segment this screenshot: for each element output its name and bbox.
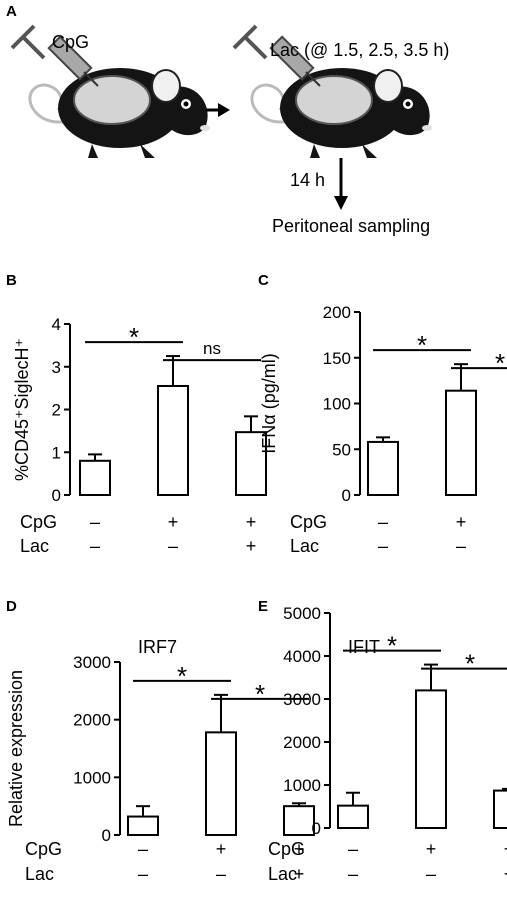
syringe-icon-2 xyxy=(232,24,321,87)
mouse-illustration-1 xyxy=(28,68,210,158)
bar-b xyxy=(79,459,111,496)
step2-label: Lac (@ 1.5, 2.5, 3.5 h) xyxy=(270,40,449,60)
y-axis-label-c: IFNα (pg/ml) xyxy=(259,353,279,453)
step1-label: CpG xyxy=(52,32,89,52)
condition-mark-b: + xyxy=(246,536,257,556)
condition-mark-c: – xyxy=(378,536,388,556)
arrow-down-icon xyxy=(334,158,348,210)
condition-mark-b: + xyxy=(246,512,257,532)
y-tick-label-d: 0 xyxy=(102,826,111,845)
condition-mark-e: + xyxy=(504,864,507,884)
condition-mark-d: – xyxy=(138,839,148,859)
y-tick-label-c: 50 xyxy=(332,440,351,459)
y-tick-label-b: 0 xyxy=(52,486,61,505)
y-tick-label-e: 2000 xyxy=(283,733,321,752)
endpoint-label: Peritoneal sampling xyxy=(272,216,430,236)
condition-mark-c: + xyxy=(456,512,467,532)
condition-mark-e: – xyxy=(348,839,358,859)
condition-mark-c: – xyxy=(456,536,466,556)
mouse-illustration-2 xyxy=(250,68,432,158)
panel-letter-e: E xyxy=(258,598,268,615)
bar-d xyxy=(205,731,237,836)
panel-letter-b: B xyxy=(6,272,17,289)
y-tick-label-d: 2000 xyxy=(73,711,111,730)
condition-label-d: CpG xyxy=(25,839,62,859)
condition-mark-b: – xyxy=(168,536,178,556)
time-label: 14 h xyxy=(290,170,325,190)
condition-mark-e: – xyxy=(348,864,358,884)
bar-e xyxy=(493,789,507,830)
bar-e xyxy=(415,689,447,830)
bar-c xyxy=(445,389,477,496)
condition-label-c: Lac xyxy=(290,536,319,556)
condition-mark-b: – xyxy=(90,536,100,556)
condition-mark-b: – xyxy=(90,512,100,532)
panel-title-e: IFIT xyxy=(348,637,380,657)
panel-title-d: IRF7 xyxy=(138,637,177,657)
y-tick-label-c: 100 xyxy=(323,395,351,414)
y-tick-label-d: 3000 xyxy=(73,653,111,672)
condition-mark-e: + xyxy=(426,839,437,859)
y-tick-label-e: 5000 xyxy=(283,604,321,623)
y-tick-label-c: 150 xyxy=(323,349,351,368)
significance-label-e: * xyxy=(387,631,397,661)
bar-b xyxy=(157,384,189,496)
significance-label-b: ns xyxy=(203,339,221,358)
y-tick-label-b: 3 xyxy=(52,358,61,377)
bar-c xyxy=(367,440,399,496)
bar-e xyxy=(337,804,369,830)
y-tick-label-b: 2 xyxy=(52,401,61,420)
condition-label-c: CpG xyxy=(290,512,327,532)
significance-label-e: * xyxy=(465,649,475,679)
condition-mark-c: – xyxy=(378,512,388,532)
condition-label-d: Lac xyxy=(25,864,54,884)
significance-label-b: * xyxy=(129,322,139,352)
y-tick-label-e: 0 xyxy=(312,819,321,838)
syringe-icon-1 xyxy=(10,24,99,87)
bar-d xyxy=(127,815,159,837)
significance-label-d: * xyxy=(255,679,265,709)
y-tick-label-e: 3000 xyxy=(283,690,321,709)
condition-label-b: CpG xyxy=(20,512,57,532)
condition-mark-d: – xyxy=(216,864,226,884)
condition-mark-d: + xyxy=(294,839,305,859)
y-tick-label-e: 1000 xyxy=(283,776,321,795)
y-tick-label-d: 1000 xyxy=(73,768,111,787)
condition-mark-d: + xyxy=(294,864,305,884)
condition-mark-d: – xyxy=(138,864,148,884)
condition-mark-d: + xyxy=(216,839,227,859)
panel-letter-d: D xyxy=(6,598,17,615)
y-axis-label-b: %CD45⁺SiglecH⁺ xyxy=(12,338,32,481)
y-tick-label-c: 200 xyxy=(323,303,351,322)
y-tick-label-c: 0 xyxy=(342,486,351,505)
panel-letter-c: C xyxy=(258,272,269,289)
arrow-right-icon xyxy=(205,103,230,117)
y-tick-label-b: 1 xyxy=(52,443,61,462)
condition-mark-b: + xyxy=(168,512,179,532)
significance-label-c: * xyxy=(495,348,505,378)
panel-letter-a: A xyxy=(6,3,17,20)
condition-mark-e: + xyxy=(504,839,507,859)
y-axis-label-d: Relative expression xyxy=(6,670,26,827)
condition-mark-e: – xyxy=(426,864,436,884)
y-tick-label-b: 4 xyxy=(52,315,61,334)
condition-label-e: Lac xyxy=(268,864,297,884)
bar-d xyxy=(283,805,315,837)
significance-label-c: * xyxy=(417,330,427,360)
condition-label-e: CpG xyxy=(268,839,305,859)
bar-b xyxy=(235,431,267,496)
condition-label-b: Lac xyxy=(20,536,49,556)
y-tick-label-e: 4000 xyxy=(283,647,321,666)
significance-label-d: * xyxy=(177,661,187,691)
